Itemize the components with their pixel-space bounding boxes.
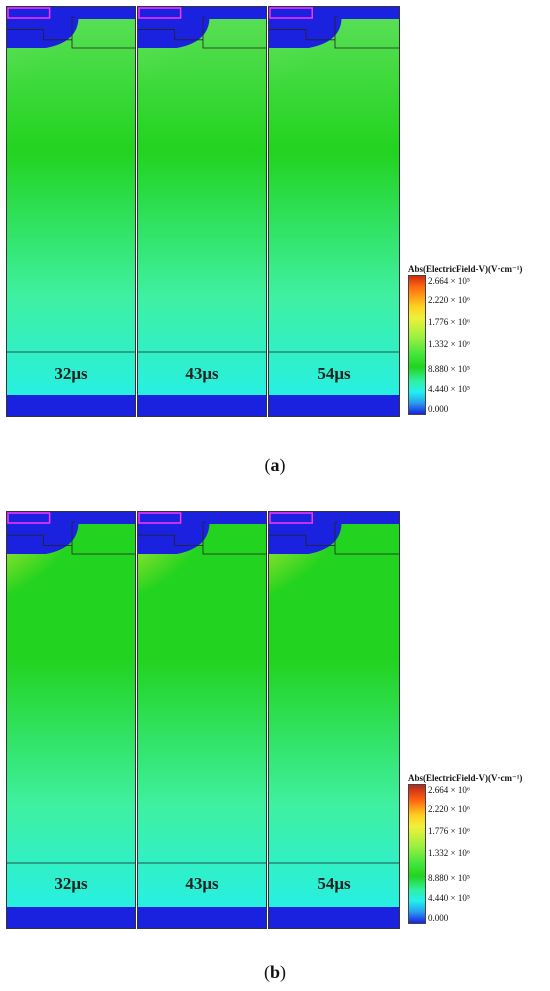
top-electrode <box>7 7 135 19</box>
time-label-a-1: 32μs <box>54 364 88 383</box>
gate-outline <box>138 7 182 19</box>
structure-outline <box>138 521 266 555</box>
field-map-b-3 <box>269 512 399 928</box>
structure-outline <box>269 521 399 555</box>
top-electrode <box>138 7 266 19</box>
p-well-region <box>269 17 342 48</box>
colorbar-title-a: Abs(ElectricField-V)(V·cm⁻¹) <box>408 264 523 274</box>
gate-outline <box>138 512 182 524</box>
panel-b: 32μs 43μs 54μs Abs(ElectricField-V)(V·cm… <box>0 505 550 991</box>
colorbar-tick-a-0: 2.664 × 10⁵ <box>428 276 470 286</box>
gate-outline <box>7 512 51 524</box>
gate-outline <box>269 7 313 19</box>
colorbar-a: Abs(ElectricField-V)(V·cm⁻¹) 2.664 × 10⁵… <box>406 262 550 422</box>
top-electrode <box>138 512 266 524</box>
colorbar-tick-b-5: 4.440 × 10⁵ <box>428 893 470 903</box>
colorbar-tick-a-5: 4.440 × 10⁵ <box>428 384 470 394</box>
simulation-cell-b-3: 54μs <box>268 511 400 929</box>
colorbar-gradient-a <box>408 275 426 415</box>
time-label-b-2: 43μs <box>185 874 219 893</box>
colorbar-title-b: Abs(ElectricField-V)(V·cm⁻¹) <box>408 773 523 783</box>
time-label-b-3: 54μs <box>317 874 351 893</box>
caption-b: (b) <box>263 962 286 982</box>
p-well-region <box>7 17 79 48</box>
colorbar-tick-b-6: 0.000 <box>428 913 449 923</box>
time-label-a-2: 43μs <box>185 364 219 383</box>
substrate-region <box>138 907 266 928</box>
substrate-region <box>138 395 266 416</box>
colorbar-tick-a-1: 2.220 × 10⁶ <box>428 295 470 305</box>
structure-outline <box>138 16 266 49</box>
field-map-a-2 <box>138 7 266 416</box>
top-electrode <box>7 512 135 524</box>
colorbar-tick-b-2: 1.776 × 10⁶ <box>428 826 470 836</box>
substrate-region <box>7 395 135 416</box>
colorbar-tick-a-2: 1.776 × 10⁶ <box>428 317 470 327</box>
colorbar-tick-b-0: 2.664 × 10⁶ <box>428 785 470 795</box>
colorbar-tick-b-1: 2.220 × 10⁶ <box>428 804 470 814</box>
colorbar-gradient-b <box>408 784 426 924</box>
colorbar-tick-a-3: 1.332 × 10⁶ <box>428 339 470 349</box>
simulation-cell-a-1: 32μs <box>6 6 136 417</box>
structure-outline <box>7 521 135 555</box>
time-label-a-3: 54μs <box>317 364 351 383</box>
colorbar-tick-b-3: 1.332 × 10⁶ <box>428 848 470 858</box>
time-label-b-1: 32μs <box>54 874 88 893</box>
top-electrode <box>269 512 399 524</box>
field-map-a-1 <box>7 7 135 416</box>
gate-outline <box>7 7 51 19</box>
colorbar-tick-a-6: 0.000 <box>428 404 449 414</box>
substrate-region <box>269 395 399 416</box>
structure-outline <box>7 16 135 49</box>
structure-outline <box>269 16 399 49</box>
colorbar-tick-a-4: 8.880 × 10⁵ <box>428 364 470 374</box>
field-map-b-1 <box>7 512 135 928</box>
substrate-region <box>7 907 135 928</box>
caption-a: (a) <box>264 455 286 475</box>
p-well-region <box>138 17 210 48</box>
simulation-cell-a-3: 54μs <box>268 6 400 417</box>
panel-a: 32μs 43μs 54μs Abs(ElectricField-V)(V·cm… <box>0 0 550 480</box>
simulation-cell-b-1: 32μs <box>6 511 136 929</box>
field-map-a-3 <box>269 7 399 416</box>
simulation-cell-a-2: 43μs <box>137 6 267 417</box>
colorbar-b: Abs(ElectricField-V)(V·cm⁻¹) 2.664 × 10⁶… <box>406 771 550 931</box>
colorbar-tick-b-4: 8.880 × 10⁵ <box>428 873 470 883</box>
gate-outline <box>269 512 313 524</box>
substrate-region <box>269 907 399 928</box>
top-electrode <box>269 7 399 19</box>
simulation-cell-b-2: 43μs <box>137 511 267 929</box>
field-map-b-2 <box>138 512 266 928</box>
